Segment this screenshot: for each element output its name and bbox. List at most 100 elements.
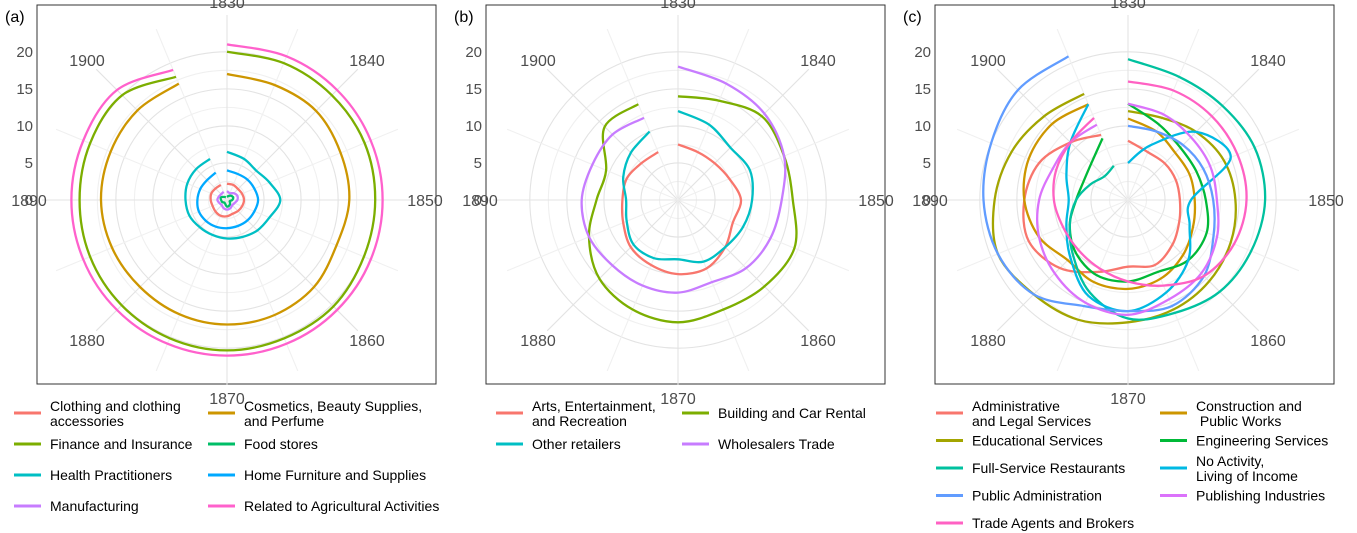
series-line-6 — [1065, 103, 1232, 313]
year-tick-label: 1900 — [69, 53, 105, 70]
radial-tick-label: 0 — [474, 192, 482, 209]
year-tick-label: 1880 — [970, 333, 1006, 350]
legend-label: Home Furniture and Supplies — [244, 467, 426, 483]
radial-tick-label: 20 — [16, 44, 33, 61]
legend-item: Arts, Entertainment, and Recreation — [496, 398, 656, 429]
legend-label: Building and Car Rental — [718, 405, 866, 421]
series-line-9 — [1052, 80, 1248, 287]
legend-item: Construction and Public Works — [1160, 398, 1302, 429]
year-tick-label: 1860 — [1250, 333, 1286, 350]
legend-label: Administrative and Legal Services — [972, 398, 1091, 429]
radial-tick-label: 10 — [16, 118, 33, 135]
year-tick-label: 1880 — [520, 333, 556, 350]
grid-spoke — [677, 28, 750, 201]
legend-label: Manufacturing — [50, 498, 139, 514]
legend-label: Wholesalers Trade — [718, 436, 835, 452]
year-tick-label: 1870 — [1110, 391, 1146, 408]
chart-panel-2: 0 5 10 15 20 1830 1840 1850 1860 1870 1880 1890 1900… — [454, 0, 894, 452]
year-tick-label: 1840 — [800, 53, 836, 70]
grid-spoke — [226, 68, 359, 201]
legend-item: Wholesalers Trade — [682, 436, 835, 452]
year-tick-label: 1850 — [1308, 193, 1344, 210]
grid-spoke — [956, 199, 1129, 272]
year-tick-label: 1890 — [912, 193, 948, 210]
series-line-3 — [78, 50, 377, 352]
radial-tick-label: 10 — [914, 118, 931, 135]
year-tick-label: 1830 — [1110, 0, 1146, 12]
year-tick-label: 1860 — [349, 333, 385, 350]
grid-spoke — [996, 68, 1129, 201]
radial-tick-label: 5 — [25, 155, 33, 172]
year-tick-label: 1880 — [69, 333, 105, 350]
series-line-7 — [216, 190, 239, 211]
legend: Arts, Entertainment, and Recreation Buildi… — [496, 398, 866, 452]
legend-item: Manufacturing — [14, 498, 139, 514]
legend-label: Engineering Services — [1196, 433, 1328, 449]
radial-tick-label: 0 — [25, 192, 33, 209]
legend-label: Food stores — [244, 436, 318, 452]
legend-item: Clothing and clothing accessories — [14, 398, 181, 429]
year-tick-label: 1840 — [1250, 53, 1286, 70]
legend-label: Construction and Public Works — [1196, 398, 1302, 429]
series-line-2 — [99, 72, 351, 326]
series-line-4 — [1068, 102, 1210, 283]
legend-item: Home Furniture and Supplies — [208, 467, 426, 483]
grid-spoke — [677, 199, 750, 372]
year-tick-label: 1900 — [520, 53, 556, 70]
grid-spoke — [55, 128, 228, 201]
legend-label: Trade Agents and Brokers — [972, 515, 1134, 531]
panel-label: (a) — [5, 9, 25, 26]
legend-item: Other retailers — [496, 436, 621, 452]
year-tick-label: 1840 — [349, 53, 385, 70]
radial-tick-label: 15 — [16, 81, 33, 98]
grid-spoke — [95, 68, 228, 201]
legend-item: Trade Agents and Brokers — [936, 515, 1134, 531]
year-tick-label: 1890 — [462, 193, 498, 210]
grid-spoke — [155, 199, 228, 372]
series-line-3 — [621, 110, 754, 264]
legend-label: Cosmetics, Beauty Supplies, and Perfume — [244, 398, 422, 429]
legend-label: Public Administration — [972, 488, 1102, 504]
series-line-5 — [184, 150, 282, 240]
legend-label: Full-Service Restaurants — [972, 460, 1125, 476]
grid-spoke — [226, 128, 399, 201]
grid-spoke — [677, 128, 850, 201]
legend-item: Full-Service Restaurants — [936, 460, 1125, 476]
series-line-7 — [982, 55, 1216, 313]
grid-spoke — [226, 199, 359, 332]
radial-tick-label: 20 — [465, 44, 482, 61]
chart-panel-1: 0 5 10 15 20 1830 1840 1850 1860 1870 1880 1890 1900… — [5, 0, 443, 514]
grid-spoke — [606, 28, 679, 201]
panel-label: (b) — [454, 9, 474, 26]
legend-item: Cosmetics, Beauty Supplies, and Perfume — [208, 398, 422, 429]
year-tick-label: 1860 — [800, 333, 836, 350]
year-tick-label: 1850 — [407, 193, 443, 210]
legend-item: Health Practitioners — [14, 467, 172, 483]
legend-label: Educational Services — [972, 433, 1103, 449]
year-tick-label: 1870 — [660, 391, 696, 408]
grid-spoke — [1056, 199, 1129, 372]
legend-item: Educational Services — [936, 433, 1103, 449]
series-line-6 — [196, 169, 260, 230]
series-line-8 — [70, 43, 384, 357]
series-line-8 — [1036, 102, 1220, 316]
radial-tick-label: 5 — [923, 155, 931, 172]
legend-item: Public Administration — [936, 488, 1102, 504]
series-line-1 — [1022, 133, 1182, 274]
legend-label: Other retailers — [532, 436, 621, 452]
year-tick-label: 1890 — [11, 193, 47, 210]
radial-tick-label: 20 — [914, 44, 931, 61]
series-line-4 — [219, 194, 235, 208]
legend-item: Administrative and Legal Services — [936, 398, 1091, 429]
grid-spoke — [506, 199, 679, 272]
legend-item: Food stores — [208, 436, 318, 452]
legend-label: No Activity, Living of Income — [1196, 453, 1298, 484]
series-line-4 — [580, 65, 787, 294]
legend-label: Arts, Entertainment, and Recreation — [532, 398, 656, 429]
grid-spoke — [677, 68, 810, 201]
legend-item: Publishing Industries — [1160, 488, 1325, 504]
series-line-5 — [1068, 58, 1267, 321]
legend-label: Clothing and clothing accessories — [50, 398, 181, 429]
legend-label: Finance and Insurance — [50, 436, 193, 452]
legend: Administrative and Legal Services Construc… — [936, 398, 1328, 531]
